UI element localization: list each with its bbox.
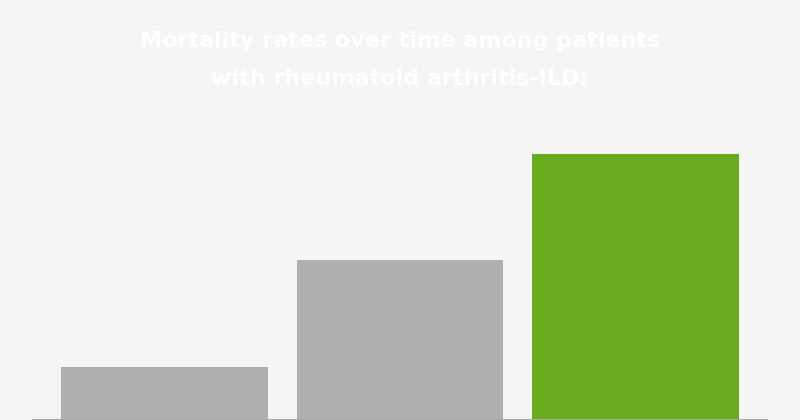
Bar [533, 154, 738, 420]
Text: with rheumatoid arthritis-ILD:: with rheumatoid arthritis-ILD: [211, 68, 589, 89]
Text: Mortality rates over time among patients: Mortality rates over time among patients [140, 32, 660, 52]
Bar [297, 260, 503, 420]
Bar [62, 367, 267, 420]
